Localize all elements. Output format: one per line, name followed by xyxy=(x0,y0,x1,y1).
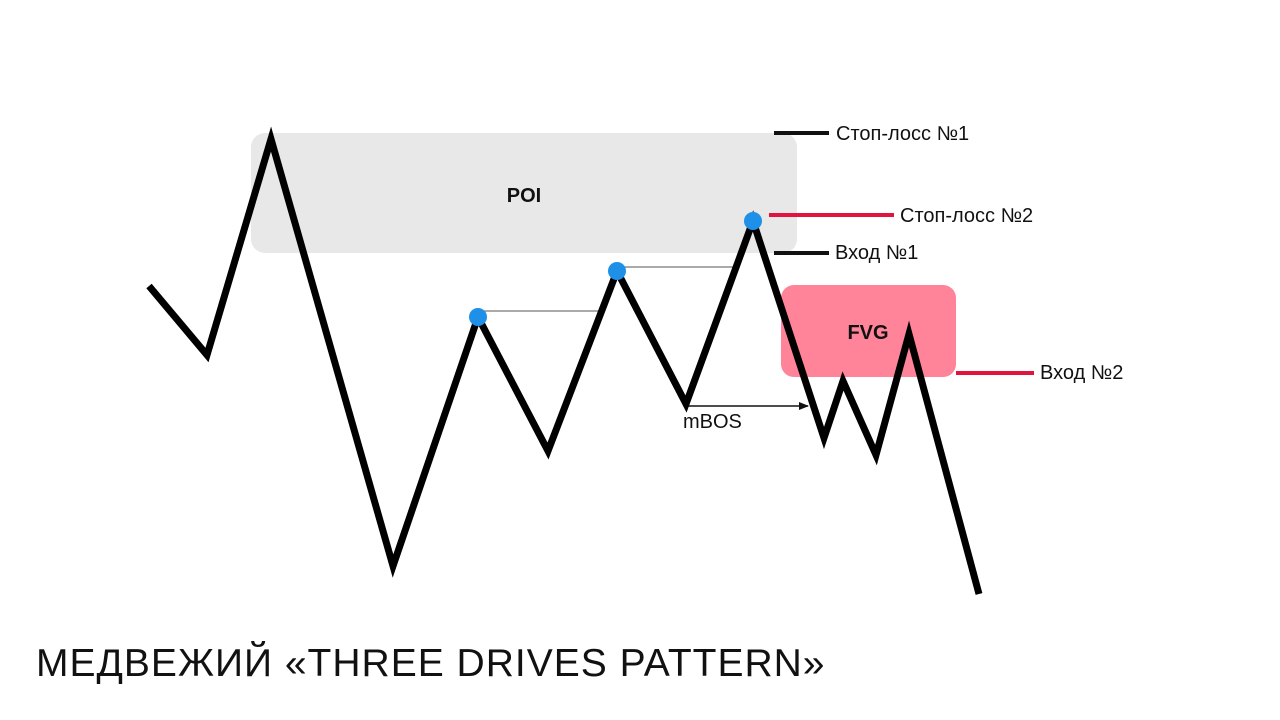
stop-loss-2-label: Стоп-лосс №2 xyxy=(900,205,1033,227)
poi-zone-box xyxy=(251,133,797,253)
entry-1-level: Вход №1 xyxy=(774,242,918,264)
stop-loss-2-level: Стоп-лосс №2 xyxy=(769,205,1033,227)
fvg-zone-label: FVG xyxy=(847,322,888,344)
drive-2-marker xyxy=(608,262,626,280)
drive-1-marker xyxy=(469,308,487,326)
poi-zone: POI xyxy=(251,133,797,253)
entry-2-level: Вход №2 xyxy=(956,362,1123,384)
stop-loss-1-label: Стоп-лосс №1 xyxy=(836,123,969,145)
price-path xyxy=(146,126,983,595)
fvg-zone: FVG xyxy=(781,285,956,377)
poi-zone-label: POI xyxy=(507,185,541,207)
mbos-label: mBOS xyxy=(683,411,742,433)
entry-2-label: Вход №2 xyxy=(1040,362,1123,384)
drive-3-marker xyxy=(744,212,762,230)
entry-1-label: Вход №1 xyxy=(835,242,918,264)
page-title: МЕДВЕЖИЙ «THREE DRIVES PATTERN» xyxy=(36,642,826,685)
stop-loss-1-level: Стоп-лосс №1 xyxy=(774,123,969,145)
